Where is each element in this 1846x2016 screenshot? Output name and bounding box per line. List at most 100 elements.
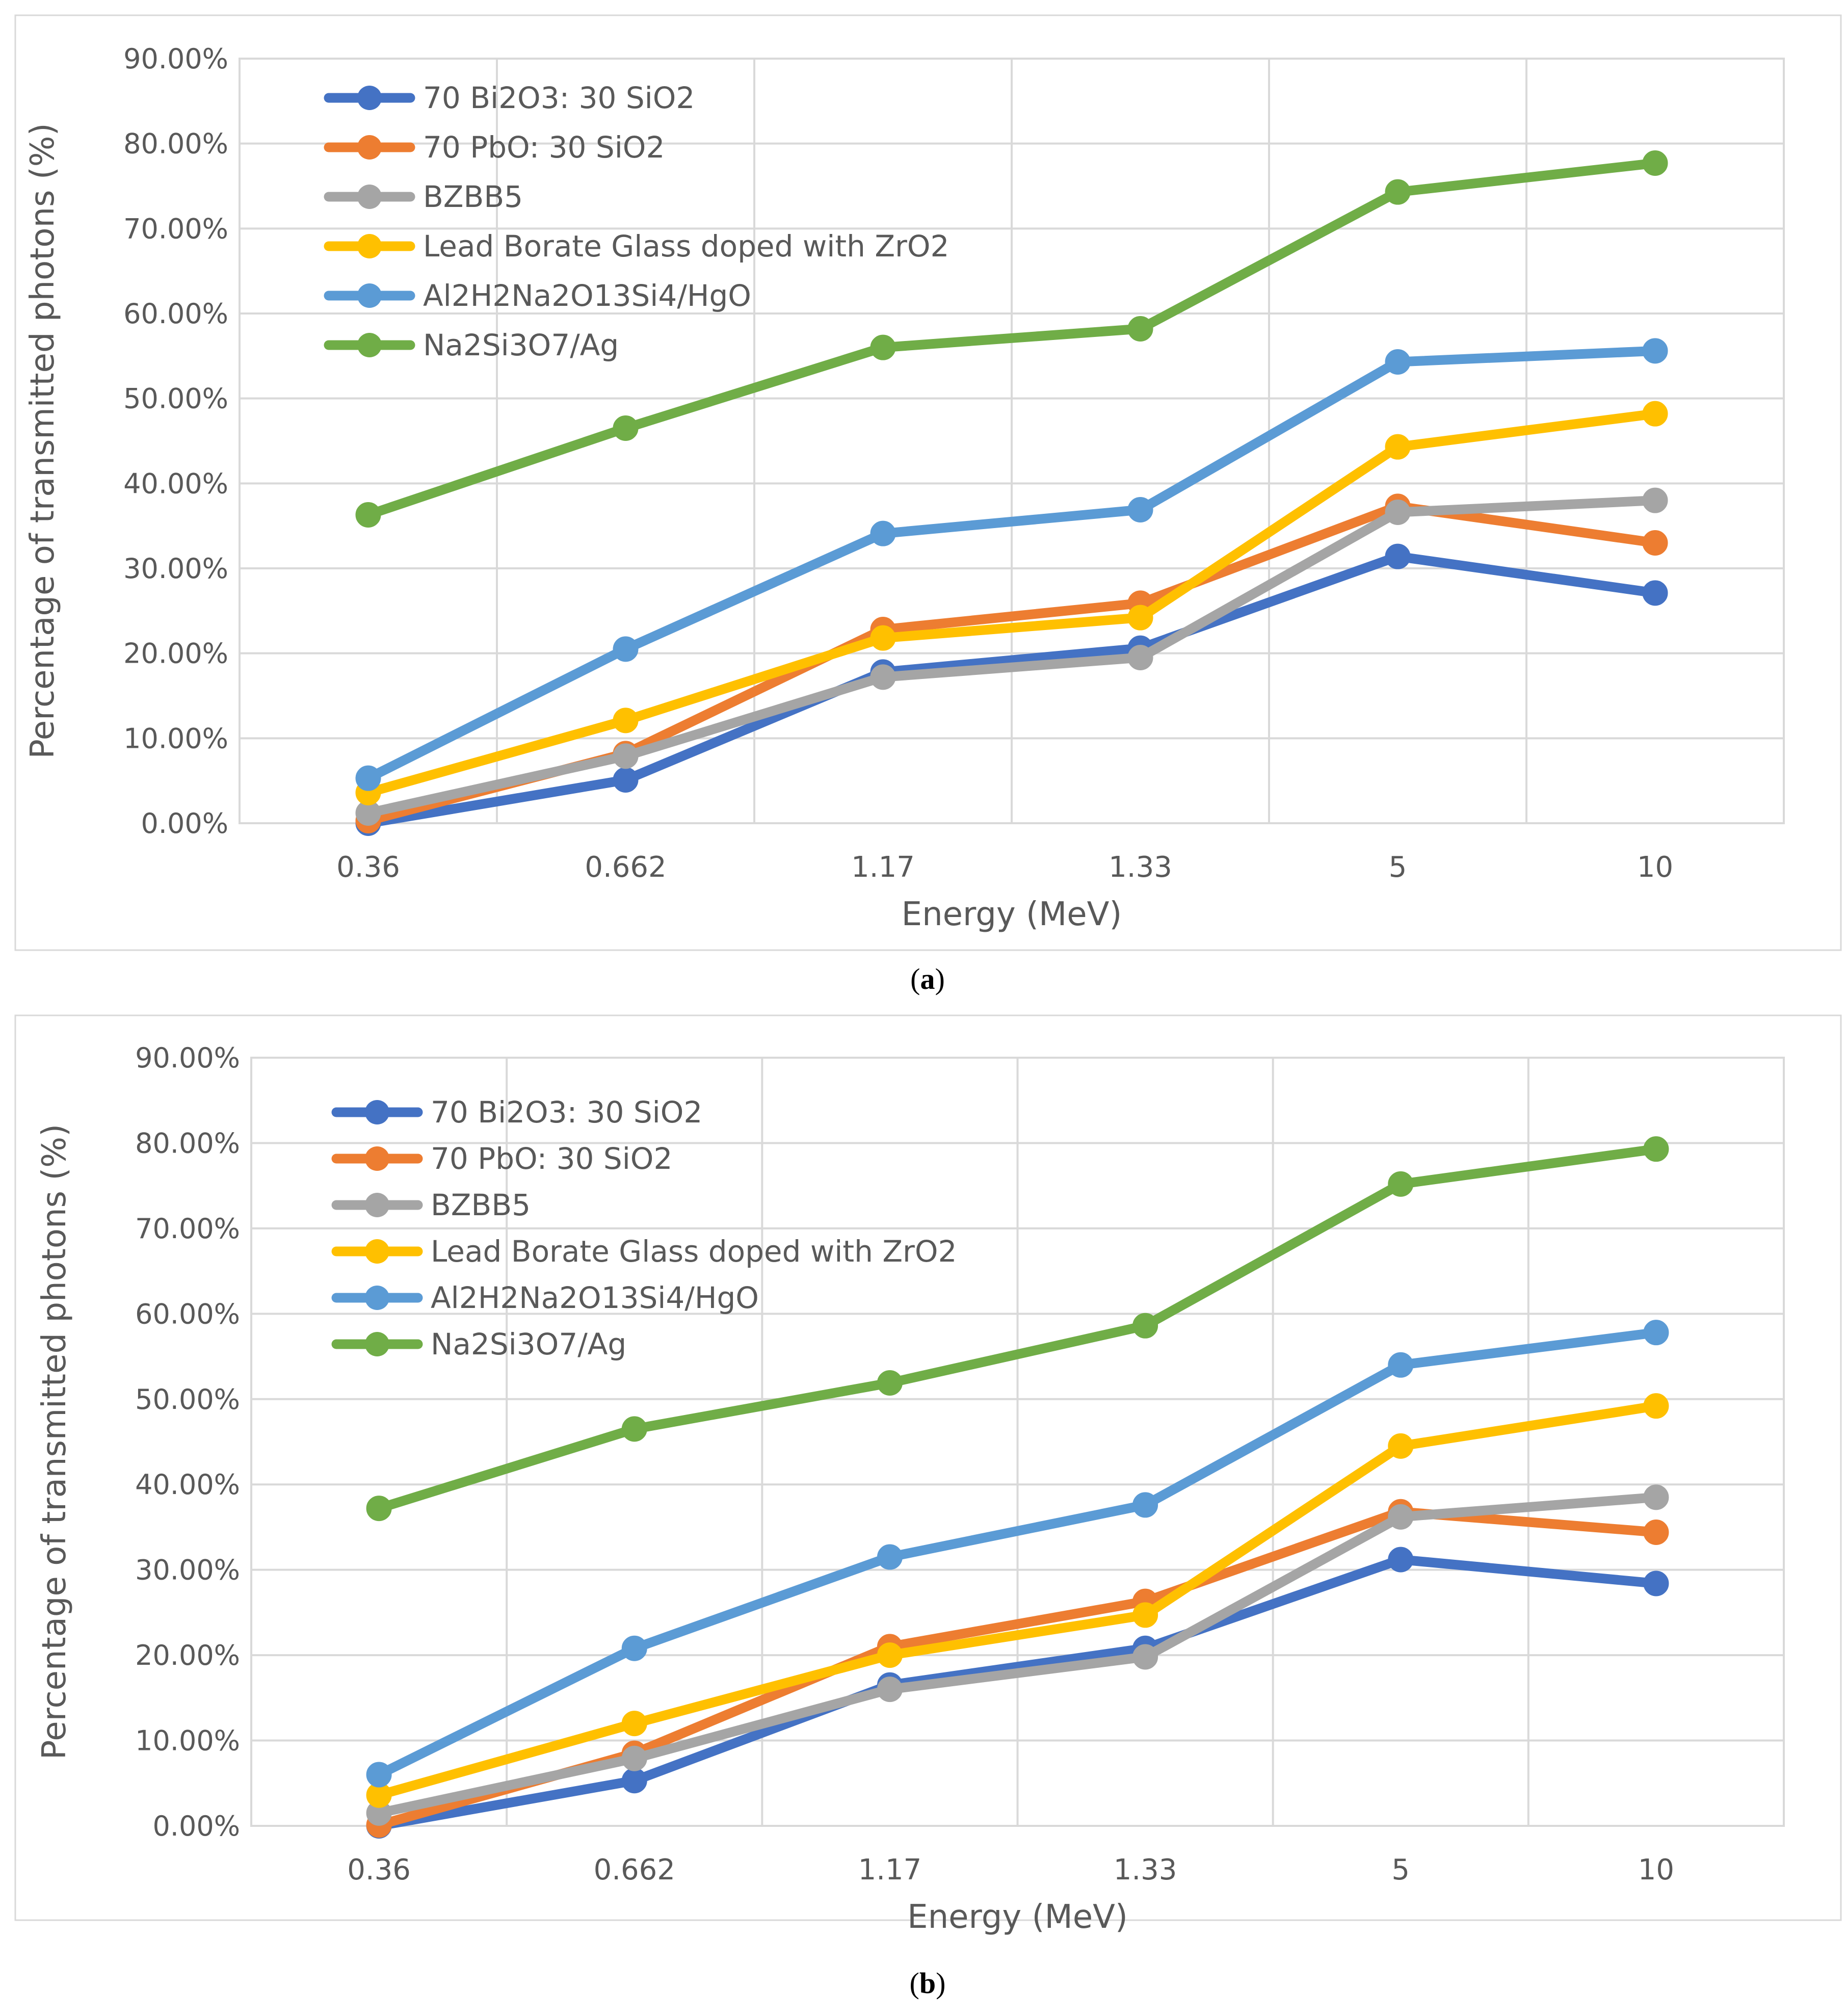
legend-label: Lead Borate Glass doped with ZrO2 [431, 1234, 957, 1269]
y-tick-label: 40.00% [123, 467, 228, 500]
data-point [621, 1745, 647, 1771]
y-tick-label: 80.00% [123, 128, 228, 160]
data-point [1642, 487, 1668, 513]
legend-label: 70 Bi2O3: 30 SiO2 [431, 1095, 702, 1130]
data-point [366, 1496, 392, 1522]
data-point [621, 1711, 647, 1737]
data-point [1642, 530, 1668, 556]
series-line [374, 1555, 1661, 1831]
data-point [1127, 497, 1153, 522]
legend-marker [365, 1286, 389, 1310]
caption-paren: ) [935, 962, 945, 996]
data-point [1385, 500, 1411, 525]
legend-label: BZBB5 [431, 1188, 531, 1222]
data-point [1385, 543, 1411, 569]
data-point [1642, 401, 1668, 427]
y-tick-label: 90.00% [123, 43, 228, 75]
data-point [621, 1416, 647, 1442]
data-point [613, 636, 639, 662]
x-tick-label: 0.36 [336, 851, 400, 884]
y-tick-label: 30.00% [123, 553, 228, 585]
data-point [355, 502, 381, 528]
x-tick-label: 0.662 [585, 851, 666, 884]
data-point [613, 743, 639, 769]
legend-marker [365, 1100, 389, 1124]
data-point [1127, 645, 1153, 670]
series-line [363, 409, 1660, 798]
x-tick-label: 0.36 [347, 1853, 411, 1887]
legend-marker [357, 234, 382, 258]
legend-marker [365, 1332, 389, 1356]
data-point [870, 520, 896, 546]
legend-marker [357, 185, 382, 209]
data-point [1132, 1602, 1158, 1628]
y-tick-label: 40.00% [135, 1469, 240, 1501]
x-axis-title: Energy (MeV) [907, 1898, 1128, 1936]
y-tick-label: 60.00% [135, 1298, 240, 1330]
data-point [1132, 1313, 1158, 1339]
data-point [1642, 150, 1668, 176]
legend-label: 70 PbO: 30 SiO2 [423, 130, 665, 165]
y-tick-label: 70.00% [123, 213, 228, 245]
y-tick-label: 80.00% [135, 1127, 240, 1159]
legend-marker [365, 1146, 389, 1171]
series-line [374, 1401, 1661, 1800]
caption-letter: a [920, 962, 935, 996]
x-tick-label: 1.33 [1109, 851, 1172, 884]
data-point [355, 765, 381, 791]
x-tick-label: 0.662 [594, 1853, 675, 1887]
chart-a: 0.00% 10.00% 20.00% 30.00% 40.00% 50.00% 60.00… [14, 14, 1842, 996]
data-point [1643, 1519, 1669, 1545]
chart-frame [14, 1014, 1842, 1921]
data-point [1643, 1136, 1669, 1162]
data-point [1388, 1352, 1414, 1378]
y-axis-title: Percentage of transmitted photons (%) [24, 123, 62, 758]
data-point [1643, 1484, 1669, 1510]
series-line [374, 1327, 1661, 1780]
caption-letter: b [919, 1967, 936, 2000]
y-tick-label: 60.00% [123, 298, 228, 330]
data-point [1127, 605, 1153, 631]
y-tick-label: 50.00% [123, 383, 228, 415]
panel-caption: (b) [910, 1967, 946, 2000]
x-tick-label: 10 [1638, 1853, 1674, 1887]
caption-paren: ) [936, 1967, 945, 2000]
y-tick-label: 20.00% [123, 638, 228, 670]
data-point [1385, 179, 1411, 205]
legend-marker [357, 86, 382, 110]
legend-marker [357, 333, 382, 357]
x-axis-title: Energy (MeV) [902, 896, 1122, 933]
data-point [1132, 1644, 1158, 1670]
y-tick-label: 0.00% [152, 1810, 240, 1842]
series-line [363, 158, 1660, 520]
caption-paren: ( [910, 962, 920, 996]
series-line [374, 1144, 1661, 1513]
legend-label: BZBB5 [423, 179, 523, 214]
data-point [1385, 434, 1411, 460]
y-tick-label: 50.00% [135, 1383, 240, 1416]
legend-marker [365, 1239, 389, 1264]
legend-marker [357, 283, 382, 308]
x-tick-label: 1.33 [1114, 1853, 1177, 1887]
data-point [877, 1544, 903, 1570]
series-line [363, 495, 1660, 818]
data-point [1642, 338, 1668, 364]
data-point [1643, 1570, 1669, 1596]
data-point [621, 1635, 647, 1661]
x-tick-label: 1.17 [858, 1853, 922, 1887]
data-point [1388, 1547, 1414, 1573]
legend-label: Al2H2Na2O13Si4/HgO [423, 278, 751, 313]
legend-label: 70 PbO: 30 SiO2 [431, 1141, 672, 1176]
chart-b: 0.00% 10.00% 20.00% 30.00% 40.00% 50.00% 60.00… [14, 1014, 1842, 2000]
y-tick-label: 30.00% [135, 1554, 240, 1586]
data-point [877, 1677, 903, 1703]
chart-panel-b: 0.00% 10.00% 20.00% 30.00% 40.00% 50.00% 60.00… [0, 1014, 1846, 2016]
x-tick-label: 5 [1389, 851, 1407, 884]
data-point [877, 1642, 903, 1668]
legend-marker [357, 135, 382, 160]
y-tick-label: 10.00% [135, 1725, 240, 1757]
series-line [363, 346, 1660, 783]
series-line [363, 552, 1660, 828]
data-point [1643, 1393, 1669, 1419]
data-point [366, 1762, 392, 1788]
